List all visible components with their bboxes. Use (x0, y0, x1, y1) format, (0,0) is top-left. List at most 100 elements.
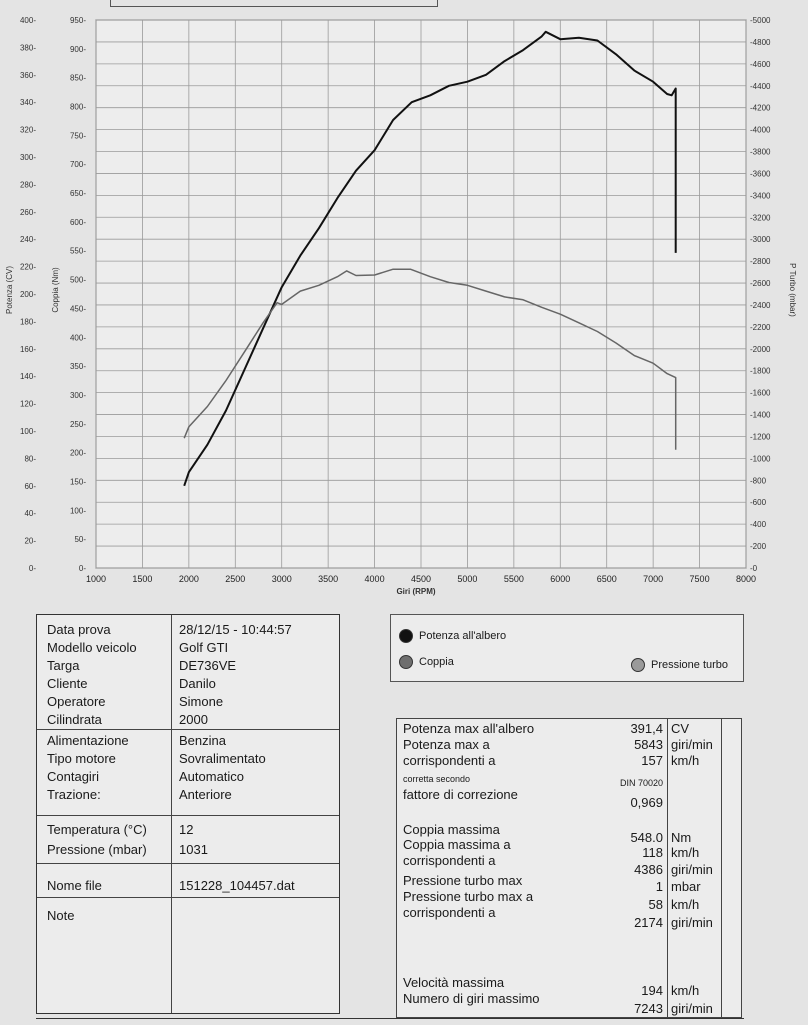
info-value: Sovralimentato (179, 751, 266, 766)
torque-tick-label: 350- (70, 362, 86, 371)
info-row-nome-file: Nome file 151228_104457.dat (37, 877, 339, 895)
power-axis-title: Potenza (CV) (5, 266, 14, 314)
info-label: Nome file (47, 878, 102, 893)
info-value: Simone (179, 694, 224, 709)
result-value: 1 (655, 879, 663, 894)
result-row: Pressione turbo max 1 mbar (397, 873, 741, 894)
torque-tick-label: 700- (70, 160, 86, 169)
power-tick-label: 320- (20, 126, 36, 135)
turbo-tick-label: -600 (750, 498, 767, 507)
torque-tick-label: 950- (70, 16, 86, 25)
info-row-data-prova: Data prova 28/12/15 - 10:44:57 (37, 621, 339, 639)
power-tick-label: 80- (24, 454, 36, 463)
info-value: 1031 (179, 842, 208, 857)
turbo-tick-label: -2800 (750, 257, 771, 266)
result-row: corretta secondo DIN 70020 (397, 771, 741, 788)
turbo-tick-label: -800 (750, 476, 767, 485)
x-tick-label: 1000 (86, 574, 106, 584)
legend-label: Potenza all'albero (419, 630, 507, 642)
power-tick-label: 280- (20, 180, 36, 189)
result-label: Potenza max a (403, 737, 490, 752)
top-frame (110, 0, 438, 7)
power-tick-label: 20- (24, 537, 36, 546)
info-label: Note (47, 908, 75, 923)
result-value: 194 (641, 983, 663, 998)
power-tick-label: 360- (20, 71, 36, 80)
x-tick-label: 3500 (318, 574, 338, 584)
legend-item-torque: Coppia (399, 655, 454, 669)
table-column-divider (171, 615, 172, 1013)
info-row-targa: Targa DE736VE (37, 657, 339, 675)
torque-tick-label: 50- (74, 535, 86, 544)
result-value: 391,4 (630, 721, 663, 736)
result-label: Numero di giri massimo (403, 991, 540, 1006)
result-row: Potenza max all'albero 391,4 CV (397, 721, 741, 737)
result-row: corrispondenti a 2174 giri/min (397, 905, 741, 930)
result-row: fattore di correzione 0,969 (397, 787, 741, 810)
torque-axis-title: Coppia (Nm) (51, 267, 60, 313)
result-row: Coppia massima 548.0 Nm (397, 822, 741, 845)
result-unit: km/h (671, 845, 700, 860)
power-tick-label: 220- (20, 263, 36, 272)
torque-tick-label: 0- (79, 564, 86, 573)
turbo-tick-label: -0 (750, 564, 758, 573)
turbo-tick-label: -3600 (750, 169, 771, 178)
turbo-tick-label: -1800 (750, 367, 771, 376)
result-unit: km/h (671, 897, 700, 912)
turbo-tick-label: -4400 (750, 82, 771, 91)
results-column-divider (721, 719, 722, 1017)
torque-tick-label: 450- (70, 304, 86, 313)
x-tick-label: 6000 (550, 574, 570, 584)
turbo-tick-label: -4800 (750, 38, 771, 47)
torque-tick-label: 750- (70, 131, 86, 140)
info-row-cilindrata: Cilindrata 2000 (37, 711, 339, 729)
result-value: 2174 (634, 915, 663, 930)
result-unit: giri/min (671, 737, 713, 752)
result-row: corrispondenti a 157 km/h (397, 753, 741, 769)
power-tick-label: 200- (20, 290, 36, 299)
results-table: Potenza max all'albero 391,4 CV Potenza … (396, 718, 742, 1018)
info-label: Data prova (47, 622, 111, 637)
turbo-tick-label: -5000 (750, 16, 771, 25)
result-label: Pressione turbo max (403, 873, 523, 888)
info-value: Benzina (179, 733, 226, 748)
info-row-note: Note (37, 907, 339, 925)
result-label: corrispondenti a (403, 853, 496, 868)
result-value: DIN 70020 (619, 778, 663, 788)
turbo-tick-label: -3200 (750, 213, 771, 222)
torque-tick-label: 800- (70, 103, 86, 112)
power-tick-label: 120- (20, 400, 36, 409)
result-unit: giri/min (671, 1001, 713, 1016)
torque-tick-label: 300- (70, 391, 86, 400)
torque-tick-label: 250- (70, 420, 86, 429)
legend-item-power: Potenza all'albero (399, 629, 506, 643)
result-label: Coppia massima a (403, 837, 511, 852)
power-tick-label: 300- (20, 153, 36, 162)
result-value: 58 (648, 897, 663, 912)
turbo-tick-label: -400 (750, 520, 767, 529)
info-row-cliente: Cliente Danilo (37, 675, 339, 693)
x-tick-label: 4500 (411, 574, 431, 584)
power-tick-label: 60- (24, 482, 36, 491)
info-row-pressione: Pressione (mbar) 1031 (37, 841, 339, 859)
info-label: Cliente (47, 676, 88, 691)
x-axis-title: Giri (RPM) (396, 587, 435, 596)
result-label: corretta secondo (403, 774, 471, 784)
info-label: Pressione (mbar) (47, 842, 147, 857)
info-value: Golf GTI (179, 640, 229, 655)
torque-tick-label: 550- (70, 247, 86, 256)
info-row-tipo-motore: Tipo motore Sovralimentato (37, 750, 339, 768)
torque-tick-label: 500- (70, 276, 86, 285)
result-label: Pressione turbo max a (403, 889, 534, 904)
info-value: 12 (179, 822, 194, 837)
turbo-tick-label: -200 (750, 542, 767, 551)
power-tick-label: 380- (20, 43, 36, 52)
result-label: Potenza max all'albero (403, 721, 535, 736)
info-value: Automatico (179, 769, 245, 784)
result-label: Velocità massima (403, 975, 505, 990)
power-tick-label: 0- (29, 564, 36, 573)
power-tick-label: 260- (20, 208, 36, 217)
table-divider (37, 815, 339, 816)
power-tick-label: 100- (20, 427, 36, 436)
result-value: 5843 (634, 737, 663, 752)
